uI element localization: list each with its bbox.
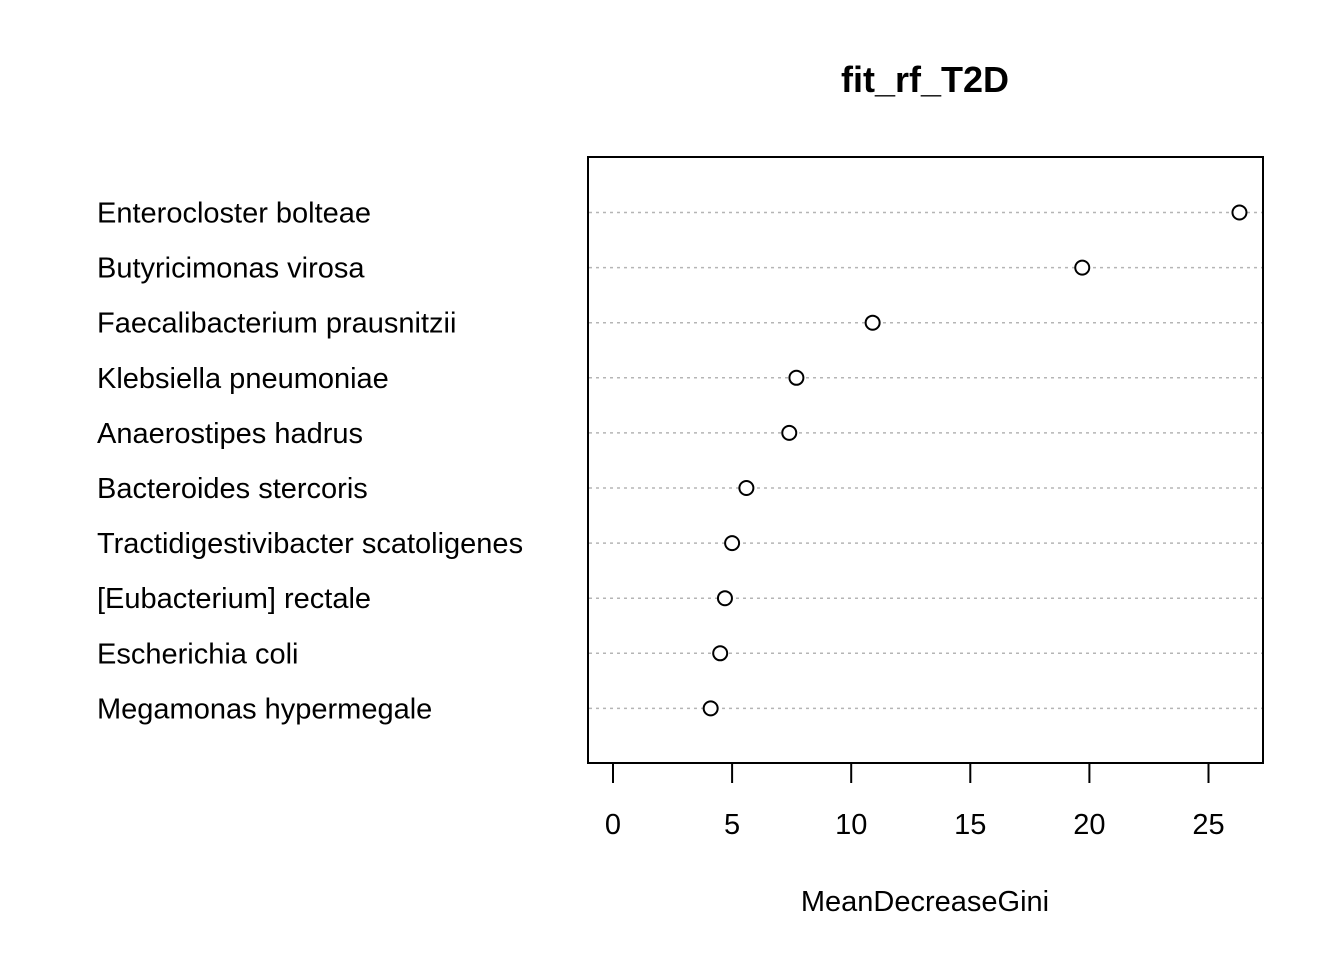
x-tick-label: 0 bbox=[605, 809, 621, 841]
data-point bbox=[781, 424, 798, 441]
x-tick-label: 10 bbox=[835, 809, 867, 841]
grid-lines bbox=[589, 211, 1262, 710]
data-point bbox=[1074, 259, 1091, 276]
x-tick-label: 25 bbox=[1192, 809, 1224, 841]
plot-frame bbox=[587, 156, 1264, 764]
chart-title: fit_rf_T2D bbox=[841, 59, 1009, 100]
x-tick-label: 20 bbox=[1073, 809, 1105, 841]
data-point bbox=[864, 314, 881, 331]
x-tick-label: 5 bbox=[724, 809, 740, 841]
data-point bbox=[702, 700, 719, 717]
category-label: Enterocloster bolteae bbox=[97, 198, 371, 230]
category-label: Tractidigestivibacter scatoligenes bbox=[97, 528, 523, 560]
category-label: Escherichia coli bbox=[97, 638, 298, 670]
category-labels: Enterocloster bolteae Butyricimonas viros… bbox=[97, 198, 523, 726]
category-label: Bacteroides stercoris bbox=[97, 473, 368, 505]
data-point bbox=[1231, 204, 1248, 221]
x-axis: 0 5 10 15 20 25 bbox=[605, 762, 1225, 841]
category-label: Anaerostipes hadrus bbox=[97, 418, 363, 450]
data-point bbox=[712, 645, 729, 662]
category-label: Butyricimonas virosa bbox=[97, 253, 365, 285]
category-label: [Eubacterium] rectale bbox=[97, 583, 371, 615]
x-axis-title: MeanDecreaseGini bbox=[801, 886, 1049, 918]
category-label: Klebsiella pneumoniae bbox=[97, 363, 389, 395]
category-label: Megamonas hypermegale bbox=[97, 693, 432, 725]
category-label: Faecalibacterium prausnitzii bbox=[97, 308, 456, 340]
data-points bbox=[702, 204, 1248, 717]
data-point bbox=[716, 590, 733, 607]
data-point bbox=[724, 535, 741, 552]
data-point bbox=[788, 369, 805, 386]
data-point bbox=[738, 480, 755, 496]
x-tick-label: 15 bbox=[954, 809, 986, 841]
